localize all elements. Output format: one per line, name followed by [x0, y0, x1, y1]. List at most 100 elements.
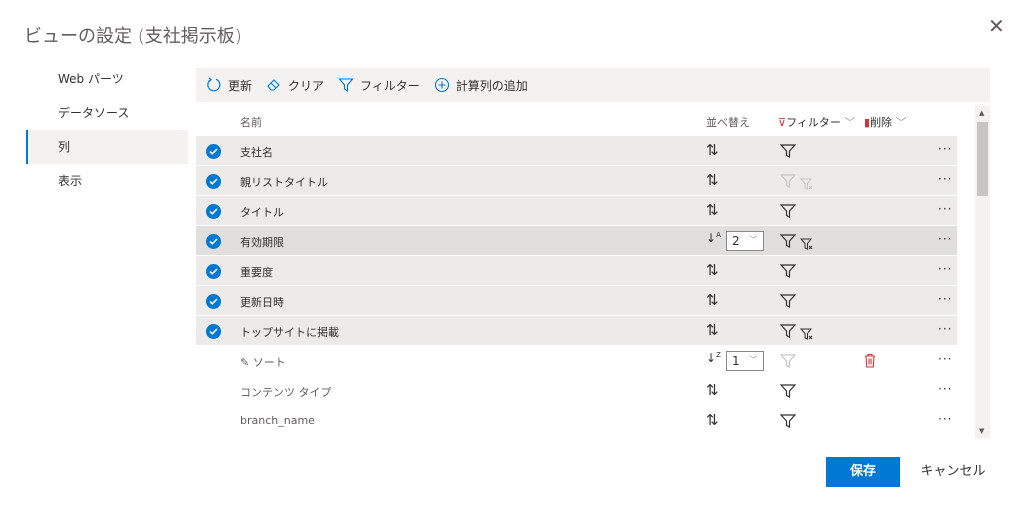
add-circle-icon [434, 77, 449, 93]
clear-filter-icon[interactable] [799, 238, 814, 253]
header-sort: 並べ替え [706, 116, 750, 129]
column-name: 有効期限 [240, 236, 284, 249]
more-options-icon[interactable]: ··· [938, 142, 953, 156]
nav-item-webparts[interactable]: Web パーツ [58, 72, 124, 86]
table-row[interactable]: タイトル ⇅ ··· [196, 196, 957, 226]
sort-ascending-icon[interactable]: ↓A [706, 231, 721, 245]
more-options-icon[interactable]: ··· [938, 172, 953, 186]
scroll-up-icon[interactable]: ▲ [979, 109, 985, 117]
sort-icon[interactable]: ⇅ [706, 261, 719, 279]
table-row[interactable]: コンテンツ タイプ ⇅ ··· [196, 376, 957, 406]
sort-order-select[interactable]: 2 ﹀ [726, 231, 764, 251]
refresh-icon [207, 77, 221, 92]
sort-icon[interactable]: ⇅ [706, 201, 719, 219]
add-calculated-column-button[interactable]: 計算列の追加 [434, 77, 528, 94]
column-name: 重要度 [240, 266, 273, 279]
trash-icon: ▮ [864, 116, 871, 129]
column-name: ✎ ソート [240, 356, 286, 369]
sort-icon[interactable]: ⇅ [706, 321, 719, 339]
scroll-thumb[interactable] [977, 122, 988, 196]
checked-icon[interactable] [206, 174, 221, 189]
toolbar: 更新 クリア フィルター 計算列の追加 [196, 68, 990, 102]
sort-icon[interactable]: ⇅ [706, 411, 719, 429]
edit-icon[interactable]: ✎ [240, 356, 253, 369]
more-options-icon[interactable]: ··· [938, 262, 953, 276]
cancel-button[interactable]: キャンセル [920, 464, 986, 479]
table-row[interactable]: トップサイトに掲載 ⇅ ··· [196, 316, 957, 346]
checked-icon[interactable] [206, 264, 221, 279]
eraser-icon [267, 79, 280, 91]
table-row[interactable]: 更新日時 ⇅ ··· [196, 286, 957, 316]
table-row[interactable]: 有効期限 ↓A 2 ﹀ ··· [196, 226, 957, 256]
filter-icon[interactable] [779, 204, 797, 221]
dialog-title: ビューの設定 (支社掲示板) [24, 26, 242, 47]
scroll-down-icon[interactable]: ▼ [979, 427, 985, 435]
header-delete-label: 削除 [870, 116, 893, 129]
column-header: 名前 並べ替え ⊽フィルター ﹀ ▮削除 ﹀ [196, 106, 957, 134]
filter-icon[interactable] [779, 174, 797, 191]
header-name: 名前 [240, 116, 262, 129]
sort-icon[interactable]: ⇅ [706, 291, 719, 309]
more-options-icon[interactable]: ··· [938, 412, 953, 426]
more-options-icon[interactable]: ··· [938, 232, 953, 246]
filter-icon[interactable] [779, 234, 797, 251]
more-options-icon[interactable]: ··· [938, 382, 953, 396]
sort-icon[interactable]: ⇅ [706, 381, 719, 399]
clear-button[interactable]: クリア [266, 77, 324, 94]
table-row[interactable]: 支社名 ⇅ ··· [196, 136, 957, 166]
column-list: 支社名 ⇅ ··· 親リストタイトル ⇅ ··· タイトル ⇅ ··· 有効期限 ↓A 2 ﹀ ··· 重要… [196, 136, 957, 436]
table-row[interactable]: 重要度 ⇅ ··· [196, 256, 957, 286]
checked-icon[interactable] [206, 204, 221, 219]
filter-icon[interactable] [779, 294, 797, 311]
column-name: 更新日時 [240, 296, 284, 309]
checked-icon[interactable] [206, 294, 221, 309]
chevron-down-icon: ﹀ [748, 356, 758, 366]
table-row[interactable]: branch_name ⇅ ··· [196, 406, 957, 436]
chevron-down-icon: ﹀ [844, 116, 856, 129]
more-options-icon[interactable]: ··· [938, 292, 953, 306]
column-name: タイトル [240, 206, 284, 219]
filter-icon[interactable] [779, 144, 797, 161]
column-name: 支社名 [240, 146, 273, 159]
filter-clear-icon: ⊽ [778, 116, 787, 129]
scrollbar[interactable]: ▲ ▼ [975, 106, 990, 438]
column-name: コンテンツ タイプ [240, 386, 332, 399]
sort-descending-icon[interactable]: ↓Z [706, 351, 721, 365]
sort-icon[interactable]: ⇅ [706, 171, 719, 189]
more-options-icon[interactable]: ··· [938, 202, 953, 216]
sort-order-select[interactable]: 1 ﹀ [726, 351, 764, 371]
checked-icon[interactable] [206, 324, 221, 339]
filter-icon[interactable] [779, 414, 797, 431]
add-calc-label: 計算列の追加 [455, 78, 528, 93]
checked-icon[interactable] [206, 234, 221, 249]
checked-icon[interactable] [206, 144, 221, 159]
close-icon[interactable]: ✕ [988, 14, 1005, 38]
delete-icon[interactable] [864, 353, 876, 371]
more-options-icon[interactable]: ··· [938, 322, 953, 336]
header-filter[interactable]: ⊽フィルター ﹀ [778, 114, 855, 130]
filter-icon[interactable] [779, 324, 797, 341]
settings-nav: Web パーツ データソース 列 表示 [26, 62, 188, 198]
clear-filter-icon[interactable] [799, 178, 814, 193]
table-row[interactable]: ✎ ソート ↓Z 1 ﹀ ··· [196, 346, 957, 376]
filter-button[interactable]: フィルター [338, 77, 420, 94]
refresh-label: 更新 [228, 78, 253, 93]
chevron-down-icon: ﹀ [895, 116, 907, 129]
chevron-down-icon: ﹀ [748, 236, 758, 246]
nav-item-display[interactable]: 表示 [58, 174, 83, 188]
column-name: branch_name [240, 414, 315, 427]
filter-icon[interactable] [779, 384, 797, 401]
filter-icon[interactable] [779, 354, 797, 371]
save-button[interactable]: 保存 [826, 457, 900, 487]
clear-filter-icon[interactable] [799, 328, 814, 343]
filter-icon[interactable] [779, 264, 797, 281]
more-options-icon[interactable]: ··· [938, 352, 953, 366]
column-name: 親リストタイトル [240, 176, 328, 189]
sort-icon[interactable]: ⇅ [706, 141, 719, 159]
table-row[interactable]: 親リストタイトル ⇅ ··· [196, 166, 957, 196]
nav-item-columns[interactable]: 列 [26, 130, 188, 164]
filter-label: フィルター [360, 78, 420, 93]
header-delete[interactable]: ▮削除 ﹀ [864, 114, 907, 130]
refresh-button[interactable]: 更新 [206, 77, 252, 94]
nav-item-datasource[interactable]: データソース [58, 106, 130, 120]
